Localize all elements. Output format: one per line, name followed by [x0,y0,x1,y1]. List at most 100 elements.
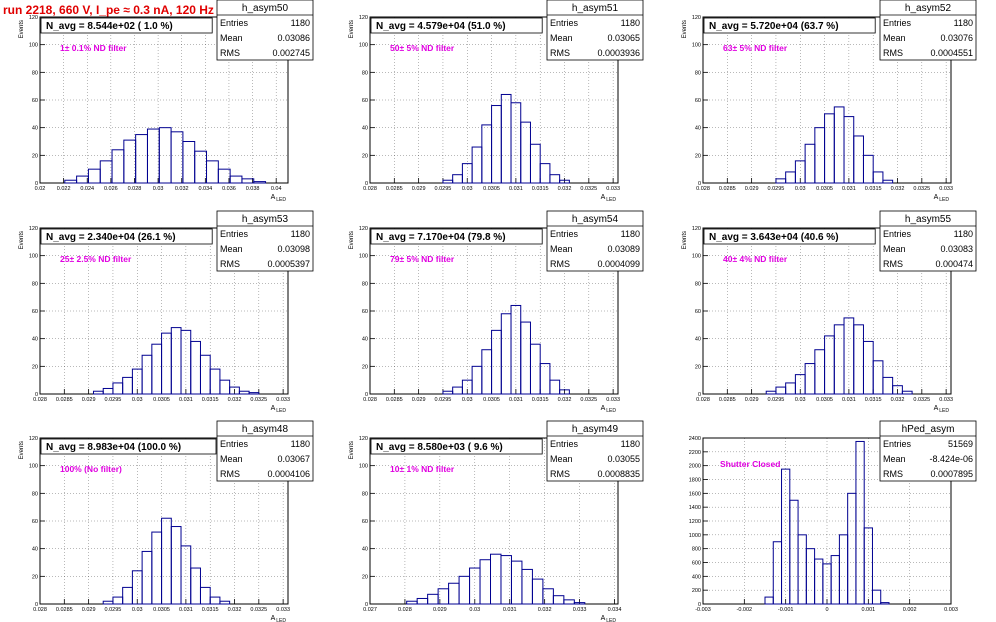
histogram-bin [217,168,231,184]
x-tick-label: 0.031 [842,397,856,403]
stats-value: 0.03076 [940,33,973,43]
x-tick-label: 0.0285 [386,186,403,192]
histogram-bin [843,317,855,395]
x-tick-label: 0.028 [696,397,710,403]
histogram-bin [122,376,133,395]
x-tick-label: 0.0295 [105,607,122,613]
histogram-bin [491,329,502,395]
x-tick-label: 0.029 [745,397,759,403]
y-tick-label: 600 [692,561,701,567]
y-tick-label: 40 [32,337,38,343]
x-tick-label: 0.029 [745,186,759,192]
title-box [40,17,213,34]
x-tick-label: 0.033 [606,397,620,403]
histogram-bin [833,106,845,184]
stats-value: 0.0008835 [597,469,640,479]
stats-label: RMS [883,259,903,269]
stats-value: 1180 [954,18,973,28]
histogram-bin [229,175,243,184]
histogram-bin [471,365,483,395]
histogram-bin [872,360,884,395]
x-tick-label: 0.0305 [483,397,500,403]
histogram-bin [102,387,114,395]
y-tick-label: 120 [29,226,38,232]
x-tick-label: 0.002 [903,607,917,613]
x-tick-label: 0.0325 [250,607,267,613]
y-tick-label: 60 [32,309,38,315]
histogram-bin [161,517,172,605]
x-tick-label: 0.028 [33,397,47,403]
stats-title: h_asym53 [242,214,289,225]
stats-title: hPed_asym [902,424,955,435]
y-tick-label: 80 [695,70,701,76]
histogram-bin [520,321,531,395]
x-tick-label: 0.029 [82,607,96,613]
histogram-bin [471,146,483,184]
y-tick-label: 40 [362,337,368,343]
stats-box [216,210,314,272]
histogram-title: N_avg = 8.580e+03 ( 9.6 %) [376,442,503,453]
y-tick-label: 20 [32,153,38,159]
histogram-bin [102,600,114,605]
stats-value: 0.03098 [277,244,310,254]
x-tick-label: 0.022 [57,186,71,192]
y-tick-label: 100 [359,464,368,470]
annotation-text: 63± 5% ND filter [723,43,788,53]
histogram-panel: 0.028 0.0285 0.029 0.0295 0.03 0.0305 0.031 0.0… [19,420,314,622]
x-axis-title: ALED [601,405,617,414]
histogram-bin [161,332,172,395]
histogram-bin [804,143,816,184]
stats-box [216,0,314,61]
x-tick-label: 0.0285 [719,397,736,403]
x-tick-label: 0.0285 [56,607,73,613]
histogram-bin [99,160,113,184]
histogram-bin [863,527,873,605]
y-tick-label: 80 [362,491,368,497]
histogram-title: N_avg = 5.720e+04 (63.7 %) [709,21,839,32]
x-tick-label: 0.036 [222,186,236,192]
y-tick-label: 100 [692,254,701,260]
y-tick-label: 2200 [689,450,701,456]
y-tick-label: 120 [692,226,701,232]
histogram-bin [170,131,184,184]
stats-title: h_asym48 [242,424,289,435]
histogram-bin [814,349,826,395]
stats-value: 1180 [291,229,310,239]
x-tick-label: 0.032 [228,397,242,403]
stats-box [879,420,977,482]
x-tick-label: 0.028 [398,607,412,613]
histogram-bin [406,600,418,605]
histogram-bin [847,492,857,605]
stats-label: Entries [220,439,249,449]
x-tick-label: 0.031 [179,397,193,403]
histogram-bin [862,154,874,184]
histogram-bin [549,379,561,395]
stats-label: Mean [550,454,573,464]
histogram-bin [219,379,231,395]
stats-value: 0.03089 [607,244,640,254]
histogram-bin [855,440,865,605]
stats-label: Mean [550,244,573,254]
y-axis-title: Events [19,231,25,249]
histogram-bin [238,390,250,395]
x-tick-label: 0.0285 [386,397,403,403]
y-tick-label: 800 [692,547,701,553]
title-box [370,228,543,245]
x-tick-label: 0.033 [276,397,290,403]
histogram-bin [559,389,570,395]
histogram-title: N_avg = 3.643e+04 (40.6 %) [709,232,839,243]
y-axis-title: Events [349,441,355,459]
x-axis-title: ALED [271,615,287,622]
x-tick-label: 0.029 [412,186,426,192]
histogram-bin [531,578,544,605]
title-box [40,438,217,455]
y-tick-label: 20 [362,574,368,580]
x-tick-label: 0.0305 [483,186,500,192]
histogram-bin [170,526,182,605]
histogram-bin [199,354,211,395]
stats-value: -8.424e-06 [929,454,973,464]
x-tick-label: 0.032 [538,607,552,613]
y-tick-label: 0 [698,602,701,608]
y-tick-label: 80 [32,70,38,76]
histogram-bin [448,582,460,605]
